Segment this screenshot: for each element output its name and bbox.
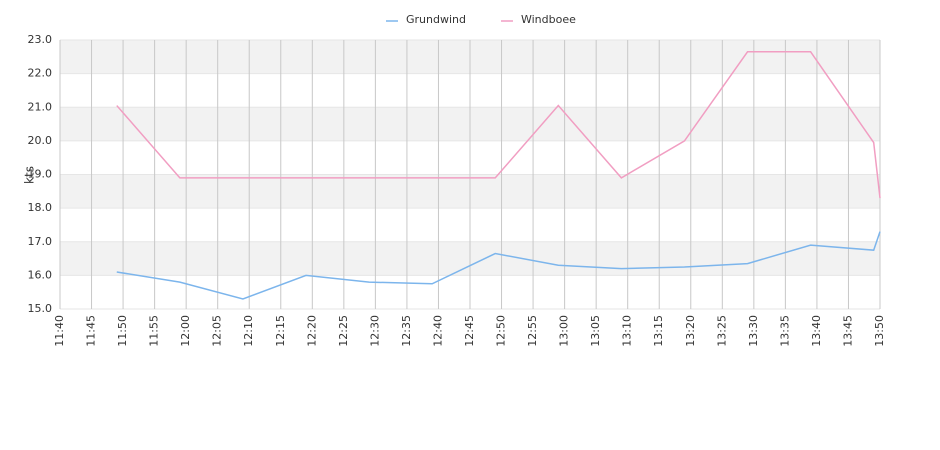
x-tick-label: 11:40 [53, 315, 66, 347]
x-tick-label: 13:30 [747, 315, 760, 347]
y-axis-label: kts [23, 166, 37, 184]
x-tick-label: 12:25 [337, 315, 350, 347]
x-tick-label: 13:20 [684, 315, 697, 347]
y-tick-label: 17.0 [28, 235, 53, 248]
x-tick-label: 13:25 [715, 315, 728, 347]
x-tick-label: 12:10 [242, 315, 255, 347]
x-tick-label: 13:05 [589, 315, 602, 347]
legend-label: Windboee [521, 13, 576, 26]
x-tick-label: 11:55 [148, 315, 161, 347]
x-tick-label: 12:55 [526, 315, 539, 347]
x-tick-label: 11:50 [116, 315, 129, 347]
x-tick-label: 13:45 [841, 315, 854, 347]
x-tick-label: 12:20 [305, 315, 318, 347]
x-tick-label: 12:40 [431, 315, 444, 347]
y-tick-label: 18.0 [28, 201, 53, 214]
x-tick-label: 12:15 [274, 315, 287, 347]
y-tick-label: 22.0 [28, 67, 53, 80]
x-tick-label: 12:00 [179, 315, 192, 347]
y-tick-label: 15.0 [28, 302, 53, 315]
x-tick-label: 13:50 [873, 315, 886, 347]
x-tick-label: 13:10 [621, 315, 634, 347]
x-tick-label: 12:50 [495, 315, 508, 347]
x-tick-label: 12:45 [463, 315, 476, 347]
x-tick-label: 13:00 [558, 315, 571, 347]
y-tick-label: 23.0 [28, 33, 53, 46]
y-tick-label: 21.0 [28, 100, 53, 113]
x-tick-label: 13:35 [778, 315, 791, 347]
x-tick-label: 13:40 [810, 315, 823, 347]
x-tick-label: 12:30 [368, 315, 381, 347]
y-tick-label: 20.0 [28, 134, 53, 147]
legend-label: Grundwind [406, 13, 466, 26]
x-tick-label: 11:45 [85, 315, 98, 347]
data-line [116, 51, 881, 199]
x-tick-label: 12:35 [400, 315, 413, 347]
x-tick-label: 12:05 [211, 315, 224, 347]
data-line [116, 231, 881, 300]
y-tick-label: 19.0 [28, 168, 53, 181]
y-tick-label: 16.0 [28, 268, 53, 281]
x-tick-label: 13:15 [652, 315, 665, 347]
